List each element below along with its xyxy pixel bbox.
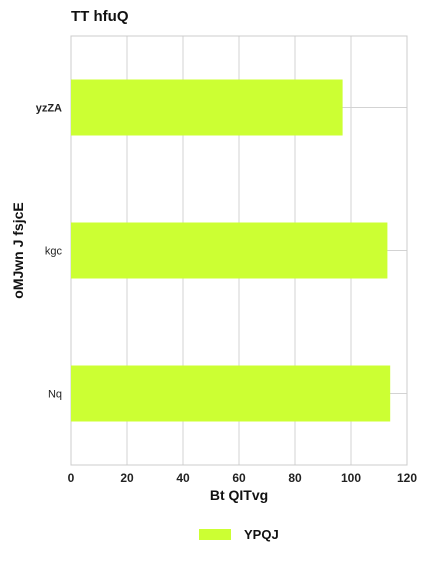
legend-label: YPQJ — [244, 527, 279, 542]
x-tick-label-80: 80 — [288, 471, 302, 485]
bar-yzZA — [71, 79, 343, 136]
bar-Nq — [71, 365, 391, 422]
x-tick-label-60: 60 — [232, 471, 246, 485]
y-tick-label-Nq: Nq — [48, 389, 62, 401]
x-tick-label-20: 20 — [120, 471, 134, 485]
y-tick-label-kgc: kgc — [45, 246, 63, 258]
x-axis-label: Bt QITvg — [210, 487, 268, 503]
legend-swatch — [199, 529, 231, 540]
y-axis-label: oMJwn J fsjcE — [10, 202, 26, 298]
y-tick-label-yzZA: yzZA — [36, 103, 62, 115]
legend: YPQJ — [199, 527, 279, 542]
x-tick-label-120: 120 — [397, 471, 417, 485]
bar-kgc — [71, 222, 388, 279]
x-tick-label-100: 100 — [341, 471, 361, 485]
x-tick-label-0: 0 — [68, 471, 75, 485]
chart-title: TT hfuQ — [71, 8, 129, 25]
x-tick-label-40: 40 — [176, 471, 190, 485]
